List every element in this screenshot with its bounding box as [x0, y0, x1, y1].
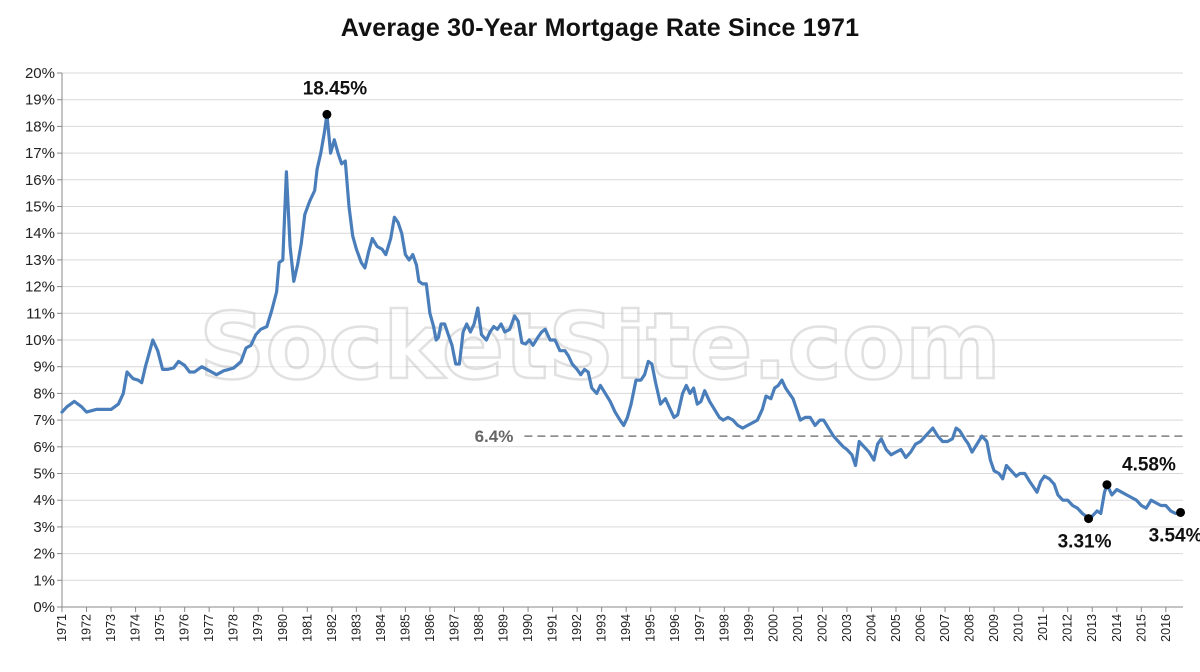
annotation-label: 4.58%	[1122, 455, 1176, 476]
y-tick-label: 14%	[25, 225, 55, 242]
x-tick-label: 2013	[1085, 614, 1099, 642]
x-tick-label: 2011	[1036, 614, 1050, 641]
x-tick-label: 1976	[178, 614, 192, 642]
y-axis-ticks: 0% 1% 2% 3% 4% 5% 6% 7% 8% 9% 10% 11% 12% 13% 14% 15% 16…	[25, 65, 62, 616]
x-tick-label: 1979	[251, 614, 265, 642]
reference-line-label: 6.4%	[475, 427, 514, 446]
x-tick-label: 1993	[595, 614, 609, 642]
y-tick-label: 1%	[33, 572, 55, 589]
series-lines	[60, 112, 1183, 521]
y-tick-label: 17%	[25, 145, 55, 162]
y-tick-label: 0%	[33, 599, 55, 616]
y-tick-label: 7%	[33, 412, 55, 429]
annotation-label: 18.45%	[303, 78, 368, 99]
x-tick-label: 1994	[619, 614, 633, 642]
annotation-marker	[1176, 507, 1186, 517]
y-tick-label: 15%	[25, 199, 55, 216]
x-tick-label: 1983	[349, 614, 363, 642]
x-tick-label: 2003	[840, 614, 854, 642]
x-tick-label: 1999	[742, 614, 756, 642]
x-tick-label: 1974	[129, 614, 143, 642]
x-tick-label: 1998	[717, 614, 731, 642]
x-tick-label: 2012	[1061, 614, 1075, 642]
y-tick-label: 9%	[33, 359, 55, 376]
x-tick-label: 1990	[521, 614, 535, 642]
x-tick-label: 2007	[938, 614, 952, 642]
x-tick-label: 2010	[1012, 614, 1026, 642]
x-tick-label: 1972	[80, 614, 94, 642]
x-tick-label: 1997	[693, 614, 707, 642]
annotation-label: 3.31%	[1058, 532, 1112, 553]
x-tick-label: 1988	[472, 614, 486, 642]
x-tick-label: 2008	[963, 614, 977, 642]
x-tick-label: 1991	[546, 614, 560, 642]
x-tick-label: 2015	[1134, 614, 1148, 642]
x-tick-label: 1973	[104, 614, 118, 642]
y-tick-label: 13%	[25, 252, 55, 269]
x-tick-label: 1985	[398, 614, 412, 642]
x-tick-label: 1987	[447, 614, 461, 642]
x-tick-label: 1992	[570, 614, 584, 642]
x-tick-label: 2000	[766, 614, 780, 642]
x-axis-ticks: 1971 1972 1973 1974 1975 1976 1977 1978 1979 1980…	[55, 607, 1173, 642]
x-tick-label: 1995	[644, 614, 658, 642]
x-tick-label: 2001	[791, 614, 805, 642]
x-tick-label: 1980	[276, 614, 290, 642]
gridlines	[62, 72, 1183, 581]
y-tick-label: 16%	[25, 172, 55, 189]
annotation-marker	[1102, 480, 1112, 490]
x-tick-label: 2009	[987, 614, 1001, 642]
y-tick-label: 6%	[33, 439, 55, 456]
annotation-label: 3.54%	[1149, 525, 1200, 546]
x-tick-label: 2002	[815, 614, 829, 642]
y-tick-label: 10%	[25, 332, 55, 349]
x-tick-label: 1981	[300, 614, 314, 642]
y-tick-label: 4%	[33, 492, 55, 509]
x-tick-label: 2005	[889, 614, 903, 642]
x-tick-label: 1989	[497, 614, 511, 642]
watermark: SocketSite.com	[199, 293, 1001, 400]
y-tick-label: 3%	[33, 519, 55, 536]
x-tick-label: 1978	[227, 614, 241, 642]
x-tick-label: 2016	[1159, 614, 1173, 642]
y-tick-label: 5%	[33, 466, 55, 483]
reference-line: 6.4%	[475, 427, 1183, 446]
x-tick-label: 1996	[668, 614, 682, 642]
y-tick-label: 18%	[25, 118, 55, 135]
x-tick-label: 2014	[1110, 614, 1124, 642]
x-tick-label: 2004	[864, 614, 878, 642]
x-tick-label: 1977	[202, 614, 216, 642]
x-tick-label: 1986	[423, 614, 437, 642]
axes	[61, 73, 1183, 608]
x-tick-label: 1975	[153, 614, 167, 642]
chart-title: Average 30-Year Mortgage Rate Since 1971	[340, 14, 860, 42]
annotation-marker	[322, 109, 332, 119]
y-tick-label: 12%	[25, 279, 55, 296]
annotation-marker	[1084, 514, 1094, 524]
y-tick-label: 2%	[33, 546, 55, 563]
x-tick-label: 1984	[374, 614, 388, 642]
series-line	[60, 112, 1183, 521]
y-tick-label: 8%	[33, 385, 55, 402]
annotations: 18.45% 3.31% 4.58% 3.54%	[303, 78, 1200, 552]
x-tick-label: 2006	[914, 614, 928, 642]
x-tick-label: 1982	[325, 614, 339, 642]
y-tick-label: 19%	[25, 92, 55, 109]
x-tick-label: 1971	[55, 614, 69, 642]
y-tick-label: 11%	[26, 305, 55, 322]
y-tick-label: 20%	[25, 65, 55, 82]
